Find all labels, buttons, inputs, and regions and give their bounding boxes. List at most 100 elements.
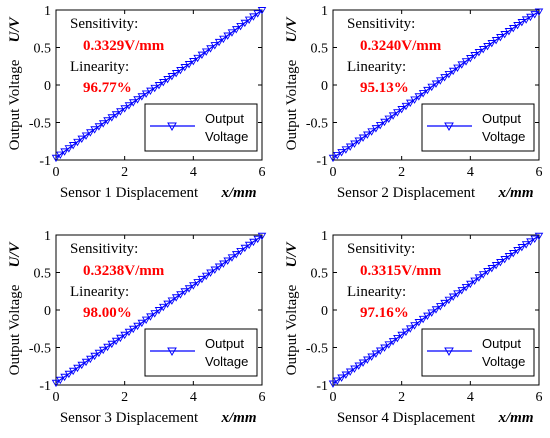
data-point — [249, 238, 258, 247]
data-point — [86, 355, 95, 364]
data-point — [146, 87, 155, 96]
chart-panel-4: 0 2 4 6 -1 -0.5 0 0.5 1 Sensor 4 Displacement x/mm… — [284, 229, 544, 426]
data-point — [193, 279, 202, 287]
data-point — [210, 266, 220, 274]
data-point — [227, 29, 237, 37]
data-point — [253, 10, 262, 18]
data-point — [141, 90, 151, 98]
data-point — [427, 83, 436, 92]
data-point — [350, 365, 359, 373]
data-point — [341, 146, 351, 154]
data-point — [461, 58, 471, 66]
sensitivity-value: 0.3315V/mm — [360, 263, 442, 279]
data-point — [219, 35, 228, 44]
data-point — [457, 61, 467, 69]
sensitivity-value: 0.3329V/mm — [83, 38, 165, 54]
data-point — [478, 271, 488, 279]
y-axis-label: Output Voltage — [7, 59, 23, 150]
data-point — [530, 11, 539, 19]
data-point — [51, 154, 61, 163]
data-point — [206, 45, 215, 53]
data-point — [60, 148, 69, 156]
data-point — [176, 291, 185, 299]
data-point — [440, 299, 449, 308]
data-point — [64, 145, 74, 153]
data-point — [257, 232, 267, 241]
data-point — [466, 280, 475, 289]
data-point — [94, 349, 104, 358]
x-axis-unit: x/mm — [497, 185, 533, 201]
data-point — [150, 84, 159, 93]
y-tick-label: 0 — [44, 79, 51, 94]
data-point — [163, 300, 172, 309]
data-point — [133, 322, 142, 331]
data-point — [103, 117, 112, 125]
linearity-label: Linearity: — [347, 59, 406, 75]
legend-marker — [167, 122, 177, 132]
legend-label-line: Voltage — [205, 129, 248, 144]
data-point — [214, 263, 224, 271]
data-point — [367, 353, 376, 361]
data-point — [418, 90, 428, 98]
data-point — [521, 16, 531, 24]
y-tick-label: 1 — [321, 229, 328, 244]
data-point — [107, 340, 117, 349]
legend-label-line: Voltage — [205, 354, 248, 369]
y-tick-label: -1 — [316, 154, 328, 169]
data-point — [111, 111, 121, 119]
data-point — [401, 328, 411, 336]
data-point — [197, 275, 207, 284]
data-point — [513, 22, 522, 30]
legend-label-line: Output — [205, 336, 244, 351]
y-tick-label: 0 — [321, 304, 328, 319]
data-point — [90, 352, 99, 361]
data-point — [223, 257, 232, 265]
data-point — [388, 338, 398, 346]
y-tick-label: 0.5 — [311, 267, 329, 282]
data-point — [363, 356, 372, 364]
legend-marker — [444, 347, 454, 357]
y-axis-unit: U/V — [7, 241, 23, 268]
data-point — [171, 294, 181, 302]
data-point — [444, 70, 454, 79]
data-point — [487, 40, 497, 48]
data-point — [474, 274, 484, 282]
legend-label-line: Output — [482, 111, 521, 126]
x-axis-unit: x/mm — [220, 185, 256, 201]
data-point — [474, 49, 484, 57]
y-axis-unit: U/V — [284, 241, 300, 268]
data-point — [405, 325, 415, 333]
data-point — [231, 251, 241, 259]
sensitivity-value: 0.3240V/mm — [360, 38, 442, 54]
series-line — [332, 10, 540, 159]
x-tick-label: 4 — [190, 390, 197, 405]
data-point — [534, 8, 544, 16]
linearity-label: Linearity: — [347, 284, 406, 300]
x-tick-label: 2 — [121, 165, 128, 180]
y-tick-label: -1 — [39, 154, 51, 169]
data-point — [328, 380, 338, 388]
y-tick-label: -0.5 — [306, 342, 328, 357]
data-point — [397, 106, 406, 114]
legend-label: Output Voltage — [482, 336, 525, 369]
x-tick-label: 0 — [53, 165, 60, 180]
data-point — [431, 80, 441, 88]
y-tick-label: 1 — [44, 4, 51, 19]
data-point — [358, 359, 368, 367]
linearity-value: 96.77% — [83, 80, 132, 96]
linearity-label: Linearity: — [70, 59, 129, 75]
y-tick-label: -0.5 — [29, 117, 51, 132]
x-tick-label: 0 — [53, 390, 60, 405]
data-point — [345, 143, 355, 151]
data-point — [470, 52, 479, 60]
legend-label-line: Voltage — [482, 354, 525, 369]
y-tick-label: -1 — [39, 379, 51, 394]
data-point — [231, 26, 241, 34]
data-point — [526, 238, 535, 246]
data-point — [244, 16, 254, 24]
data-point — [184, 61, 194, 69]
data-point — [94, 123, 104, 131]
data-point — [171, 70, 181, 78]
data-point — [51, 379, 61, 388]
data-point — [73, 364, 82, 373]
